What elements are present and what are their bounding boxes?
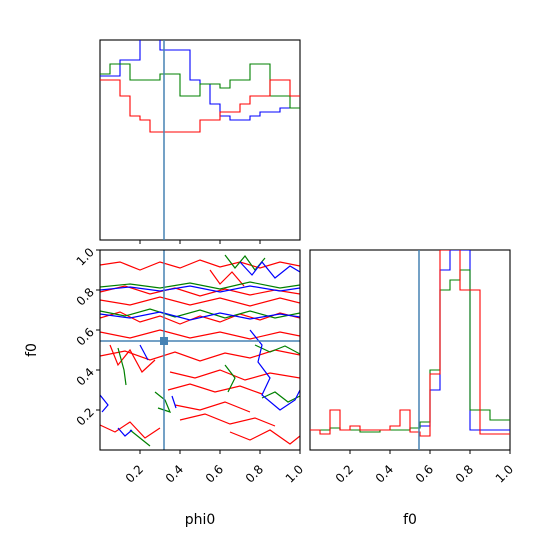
panel-phi0-histogram-frame: [99, 39, 301, 241]
x-axis-label-phi0: phi0: [185, 512, 216, 528]
x-axis-label-f0: f0: [403, 512, 417, 528]
hist-phi0-green: [100, 63, 300, 109]
contour-blue: [249, 329, 300, 411]
contour-blue: [117, 427, 133, 437]
contour-blue: [239, 261, 300, 279]
hist-phi0-red: [100, 79, 300, 133]
x-tick-label-phi0: 0.4: [163, 462, 186, 485]
contour-red: [174, 401, 251, 413]
contour-green: [154, 391, 172, 413]
contour-red: [100, 421, 161, 439]
x-tick-label-phi0: 0.8: [243, 462, 266, 485]
x-tick-label-f0: 0.4: [373, 462, 396, 485]
contour-red: [100, 296, 300, 307]
y-axis-label-f0: f0: [24, 343, 40, 357]
x-tick-label-phi0: 1.0: [283, 462, 306, 485]
contour-red: [100, 285, 300, 297]
contour-red: [100, 349, 300, 362]
panel-phi0-histogram: [99, 39, 301, 241]
y-tick-label-f0: 0.6: [74, 325, 97, 348]
truth-marker: [160, 337, 168, 345]
x-tick-label-f0: 0.2: [333, 462, 356, 485]
panel-f0-histogram: [309, 249, 511, 451]
contour-blue: [100, 285, 300, 293]
contour-green: [224, 364, 236, 393]
contour-green: [100, 281, 300, 290]
x-tick-label-f0: 0.6: [413, 462, 436, 485]
x-tick-label-phi0: 0.6: [203, 462, 226, 485]
y-tick-label-f0: 1.0: [74, 245, 97, 268]
contour-red: [100, 311, 300, 325]
x-tick-label-f0: 0.8: [453, 462, 476, 485]
contour-blue: [100, 311, 300, 321]
contour-red: [209, 269, 245, 287]
y-tick-label-f0: 0.2: [74, 405, 97, 428]
contour-green: [129, 429, 151, 447]
contour-red: [109, 344, 156, 373]
x-tick-label-phi0: 0.2: [123, 462, 146, 485]
contour-red: [100, 259, 300, 271]
y-tick-label-f0: 0.4: [74, 365, 97, 388]
contour-blue: [139, 344, 149, 361]
panel-f0-histogram-frame: [309, 249, 511, 451]
contour-blue: [100, 394, 109, 413]
contour-blue: [171, 395, 177, 409]
contour-red: [100, 329, 300, 340]
contour-green: [117, 347, 127, 386]
y-tick-label-f0: 0.8: [74, 285, 97, 308]
contour-green: [254, 344, 300, 355]
panel-phi0-f0-frame: [99, 249, 301, 451]
contour-red: [167, 383, 263, 395]
contour-red: [179, 413, 276, 427]
panel-phi0-f0-contours: [99, 249, 301, 451]
x-tick-label-f0: 1.0: [493, 462, 516, 485]
hist-f0-red: [310, 250, 510, 437]
contour-green: [261, 391, 300, 403]
contour-red: [229, 429, 300, 445]
